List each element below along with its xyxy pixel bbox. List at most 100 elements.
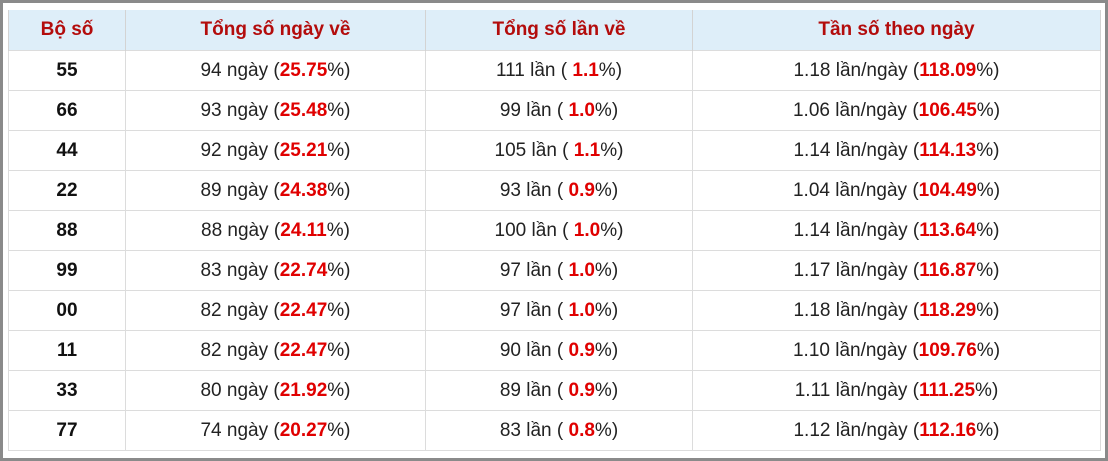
cell-text: 1.18 lần/ngày ( xyxy=(793,299,920,321)
header-cell: Tần số theo ngày xyxy=(692,10,1101,51)
highlight-value: 111.25 xyxy=(919,379,976,401)
cell-text: 105 lần ( xyxy=(494,139,574,161)
cell-text: 100 lần ( xyxy=(494,219,574,241)
table-cell: 1.18 lần/ngày (118.09%) xyxy=(692,50,1101,91)
cell-text: 83 lần ( xyxy=(499,419,569,441)
cell-text: 80 ngày ( xyxy=(200,379,280,401)
table-cell: 89 lần ( 0.9%) xyxy=(425,370,693,411)
cell-text: %) xyxy=(327,99,351,121)
table-cell: 82 ngày (22.47%) xyxy=(125,290,426,331)
highlight-value: 0.9 xyxy=(568,379,595,401)
cell-text: %) xyxy=(976,179,1001,201)
table-cell: 1.18 lần/ngày (118.29%) xyxy=(692,290,1101,331)
cell-text: 99 xyxy=(56,259,78,281)
cell-text: 66 xyxy=(56,99,78,121)
cell-text: 55 xyxy=(56,59,78,81)
table-cell: 77 xyxy=(8,410,126,451)
highlight-value: 118.09 xyxy=(919,59,977,81)
highlight-value: 25.75 xyxy=(279,59,328,81)
cell-text: %) xyxy=(600,139,624,161)
highlight-value: 114.13 xyxy=(919,139,977,161)
cell-text: %) xyxy=(327,259,351,281)
table-cell: 89 ngày (24.38%) xyxy=(125,170,426,211)
table-cell: 33 xyxy=(8,370,126,411)
cell-text: 77 xyxy=(56,419,78,441)
table-cell: 1.11 lần/ngày (111.25%) xyxy=(692,370,1101,411)
table-cell: 1.14 lần/ngày (114.13%) xyxy=(692,130,1101,171)
cell-text: 97 lần ( xyxy=(499,259,569,281)
table-body: 55 94 ngày (25.75%) 111 lần ( 1.1%) 1.18 lầ… xyxy=(8,50,1101,451)
cell-text: %) xyxy=(594,99,619,121)
cell-text: 00 xyxy=(56,299,78,321)
highlight-value: 24.38 xyxy=(279,179,328,201)
table-row: 99 83 ngày (22.74%) 97 lần ( 1.0%) 1.17 lần… xyxy=(8,250,1101,291)
stats-table: Bộ số Tổng số ngày về Tổng số lần về Tần số… xyxy=(8,10,1101,451)
highlight-value: 1.1 xyxy=(572,59,599,81)
cell-text: %) xyxy=(327,299,351,321)
table-cell: 1.14 lần/ngày (113.64%) xyxy=(692,210,1101,251)
table-cell: 105 lần ( 1.1%) xyxy=(425,130,693,171)
cell-text: 89 ngày ( xyxy=(200,179,280,201)
table-cell: 100 lần ( 1.0%) xyxy=(425,210,693,251)
highlight-value: 109.76 xyxy=(918,339,977,361)
cell-text: %) xyxy=(976,99,1001,121)
highlight-value: 22.47 xyxy=(279,299,328,321)
cell-text: 83 ngày ( xyxy=(200,259,280,281)
cell-text: 88 xyxy=(56,219,78,241)
table-cell: 88 xyxy=(8,210,126,251)
table-cell: 82 ngày (22.47%) xyxy=(125,330,426,371)
table-cell: 11 xyxy=(8,330,126,371)
highlight-value: 25.48 xyxy=(279,99,328,121)
table-cell: 74 ngày (20.27%) xyxy=(125,410,426,451)
cell-text: 93 ngày ( xyxy=(200,99,280,121)
cell-text: 90 lần ( xyxy=(499,339,569,361)
cell-text: %) xyxy=(976,219,1000,241)
highlight-value: 1.1 xyxy=(573,139,601,161)
cell-text: 1.11 lần/ngày ( xyxy=(794,379,920,401)
table-row: 55 94 ngày (25.75%) 111 lần ( 1.1%) 1.18 lầ… xyxy=(8,50,1101,91)
table-cell: 83 lần ( 0.8%) xyxy=(425,410,693,451)
cell-text: 1.12 lần/ngày ( xyxy=(793,419,920,441)
table-cell: 80 ngày (21.92%) xyxy=(125,370,426,411)
table-cell: 66 xyxy=(8,90,126,131)
cell-text: %) xyxy=(594,339,619,361)
cell-text: %) xyxy=(327,179,351,201)
highlight-value: 1.0 xyxy=(568,99,595,121)
cell-text: %) xyxy=(600,219,624,241)
table-row: 66 93 ngày (25.48%) 99 lần ( 1.0%) 1.06 lần… xyxy=(8,90,1101,131)
highlight-value: 1.0 xyxy=(568,259,595,281)
cell-text: 89 lần ( xyxy=(499,379,569,401)
cell-text: 33 xyxy=(56,379,78,401)
table-cell: 111 lần ( 1.1%) xyxy=(425,50,693,91)
table-cell: 00 xyxy=(8,290,126,331)
table-cell: 99 xyxy=(8,250,126,291)
table-cell: 83 ngày (22.74%) xyxy=(125,250,426,291)
table-row: 11 82 ngày (22.47%) 90 lần ( 0.9%) 1.10 lần… xyxy=(8,330,1101,371)
cell-text: %) xyxy=(594,179,619,201)
table-cell: 1.04 lần/ngày (104.49%) xyxy=(692,170,1101,211)
cell-text: %) xyxy=(594,419,619,441)
table-row: 88 88 ngày (24.11%) 100 lần ( 1.0%) 1.14 lầ… xyxy=(8,210,1101,251)
highlight-value: 0.9 xyxy=(568,339,595,361)
table-cell: 94 ngày (25.75%) xyxy=(125,50,426,91)
cell-text: %) xyxy=(598,59,623,81)
header-cell: Bộ số xyxy=(8,10,126,51)
table-cell: 97 lần ( 1.0%) xyxy=(425,290,693,331)
table-cell: 1.10 lần/ngày (109.76%) xyxy=(692,330,1101,371)
cell-text: 1.17 lần/ngày ( xyxy=(793,259,920,281)
highlight-value: 0.9 xyxy=(568,179,595,201)
table-cell: 93 lần ( 0.9%) xyxy=(425,170,693,211)
table-cell: 90 lần ( 0.9%) xyxy=(425,330,693,371)
cell-text: 1.14 lần/ngày ( xyxy=(793,219,920,241)
cell-text: %) xyxy=(976,59,1000,81)
cell-text: 1.04 lần/ngày ( xyxy=(792,179,919,201)
cell-text: 97 lần ( xyxy=(499,299,569,321)
highlight-value: 116.87 xyxy=(919,259,977,281)
cell-text: %) xyxy=(326,219,350,241)
cell-text: %) xyxy=(594,379,619,401)
table-cell: 88 ngày (24.11%) xyxy=(125,210,426,251)
cell-text: 93 lần ( xyxy=(499,179,569,201)
cell-text: 82 ngày ( xyxy=(200,339,280,361)
